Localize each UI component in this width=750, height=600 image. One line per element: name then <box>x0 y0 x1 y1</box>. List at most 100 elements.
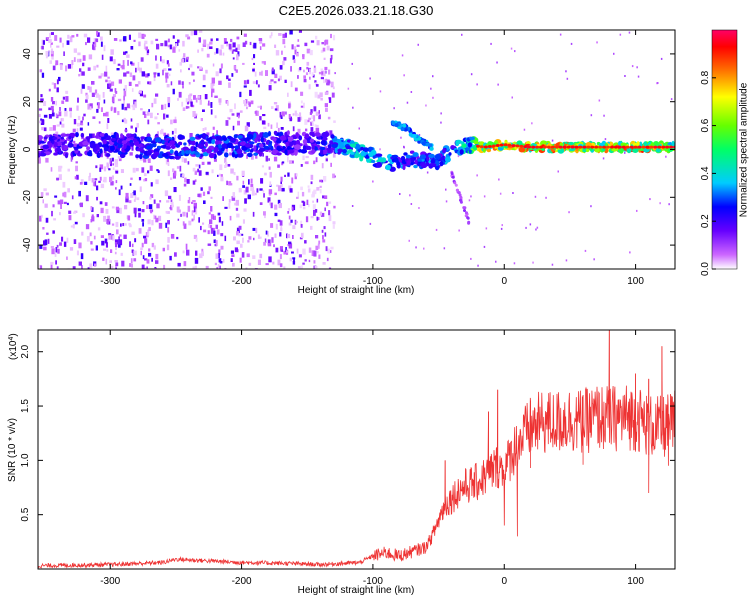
noise-speckle <box>151 102 154 108</box>
noise-speckle <box>233 236 236 241</box>
noise-speckle <box>637 75 640 78</box>
noise-speckle <box>66 202 69 206</box>
spectral-band-point <box>518 147 526 153</box>
spectral-band-point <box>620 142 627 147</box>
spectral-band-point <box>345 145 352 150</box>
noise-speckle <box>193 95 196 100</box>
noise-speckle <box>496 61 498 64</box>
noise-speckle <box>267 231 269 237</box>
noise-speckle <box>297 191 300 198</box>
snr-marks <box>38 330 675 569</box>
noise-speckle <box>81 265 83 269</box>
noise-speckle <box>417 43 419 46</box>
noise-speckle <box>276 184 279 187</box>
noise-speckle <box>211 91 213 98</box>
noise-speckle <box>281 50 283 55</box>
noise-speckle <box>302 206 306 210</box>
noise-speckle <box>280 184 283 187</box>
noise-speckle <box>210 227 214 234</box>
noise-speckle <box>329 48 334 52</box>
noise-speckle <box>325 246 328 252</box>
noise-speckle <box>63 241 67 247</box>
noise-speckle <box>185 34 189 38</box>
noise-speckle <box>131 105 134 108</box>
noise-speckle <box>166 133 170 137</box>
noise-speckle <box>111 157 114 162</box>
noise-speckle <box>199 66 202 70</box>
noise-speckle <box>180 69 182 73</box>
noise-speckle <box>81 231 84 236</box>
noise-speckle <box>199 253 203 259</box>
noise-speckle <box>288 101 291 104</box>
noise-speckle <box>94 41 97 47</box>
noise-speckle <box>187 205 191 212</box>
noise-speckle <box>218 216 221 223</box>
noise-speckle <box>256 80 258 85</box>
noise-speckle <box>248 179 250 185</box>
noise-speckle <box>275 50 280 56</box>
noise-speckle <box>189 93 193 97</box>
noise-speckle <box>258 38 263 41</box>
spectral-band-point <box>322 148 328 155</box>
spectral-band-point <box>276 152 282 156</box>
noise-speckle <box>76 128 79 134</box>
noise-speckle <box>186 57 189 62</box>
noise-speckle <box>194 257 199 264</box>
spectral-band-point <box>120 133 124 139</box>
noise-speckle <box>252 211 255 217</box>
noise-speckle <box>299 67 302 71</box>
noise-speckle <box>244 125 249 132</box>
noise-speckle <box>143 179 146 182</box>
spectral-band-peak <box>621 145 626 149</box>
spectral-band-point <box>459 149 464 155</box>
spectral-band-point <box>319 146 326 151</box>
spectral-band-point <box>193 151 200 155</box>
noise-speckle <box>96 196 98 201</box>
noise-speckle <box>262 114 266 117</box>
noise-speckle <box>282 60 285 66</box>
spectrogram-marks <box>38 30 675 269</box>
spectral-band-point <box>48 142 53 148</box>
noise-speckle <box>284 79 287 83</box>
noise-speckle <box>60 203 62 209</box>
noise-speckle <box>306 48 311 54</box>
spectral-band-point <box>285 141 289 147</box>
spectral-band-point <box>265 140 270 145</box>
noise-speckle <box>172 168 175 173</box>
noise-speckle <box>300 186 303 191</box>
noise-speckle <box>198 217 200 223</box>
noise-speckle <box>178 49 181 52</box>
noise-speckle <box>314 80 317 83</box>
noise-speckle <box>186 106 190 109</box>
noise-speckle <box>245 99 248 104</box>
noise-speckle <box>59 37 62 43</box>
noise-speckle <box>613 52 615 55</box>
noise-speckle <box>276 122 278 128</box>
noise-speckle <box>400 136 402 139</box>
noise-speckle <box>38 144 42 147</box>
noise-speckle <box>232 57 235 60</box>
y-tick-label: 2.0 <box>20 344 31 358</box>
noise-speckle <box>203 229 207 233</box>
noise-speckle <box>191 211 194 216</box>
noise-speckle <box>192 167 196 172</box>
spectral-band-peak <box>633 145 638 149</box>
noise-speckle <box>167 220 170 225</box>
noise-speckle <box>229 152 233 156</box>
noise-speckle <box>99 167 102 172</box>
noise-speckle <box>150 112 153 119</box>
noise-speckle <box>140 108 143 111</box>
noise-speckle <box>294 46 297 50</box>
noise-speckle <box>274 108 278 111</box>
noise-speckle <box>143 43 146 50</box>
noise-speckle <box>244 198 247 204</box>
noise-speckle <box>109 176 113 183</box>
spectral-band-point <box>469 136 475 141</box>
noise-speckle <box>320 68 323 72</box>
noise-speckle <box>308 117 311 120</box>
snr-multiplier-prefix: (x10 <box>8 340 19 360</box>
noise-speckle <box>275 247 279 253</box>
noise-speckle <box>40 119 44 125</box>
noise-speckle <box>251 190 255 196</box>
noise-speckle <box>551 263 554 266</box>
